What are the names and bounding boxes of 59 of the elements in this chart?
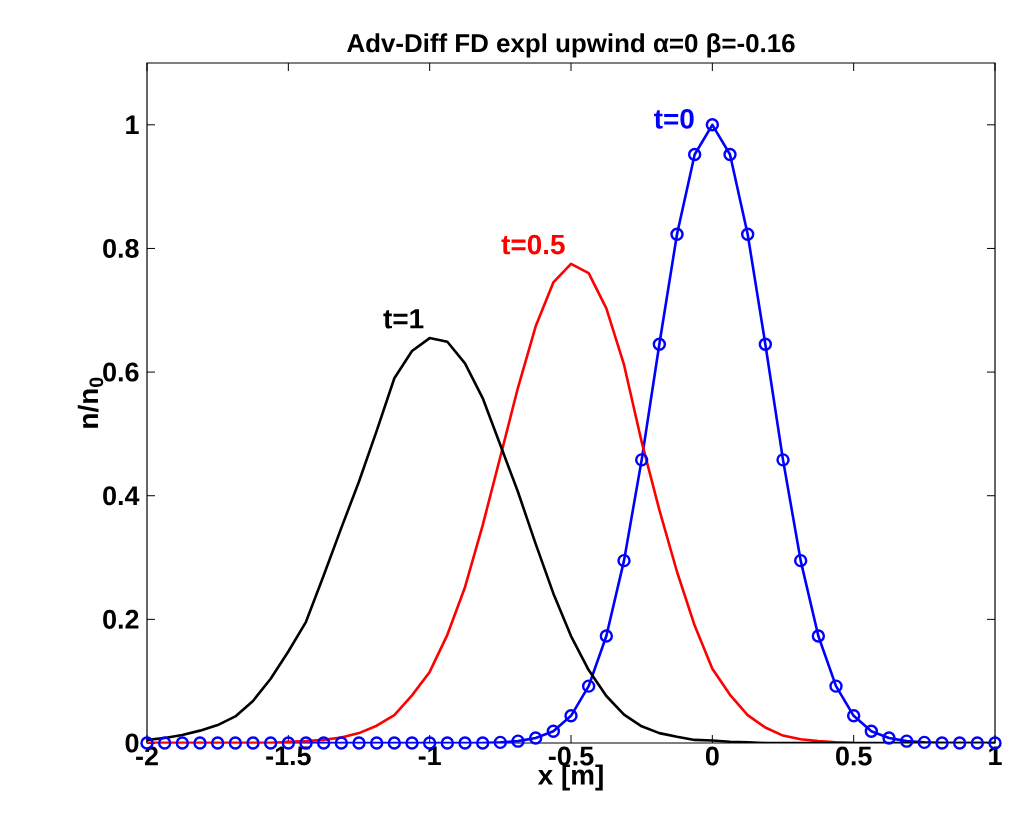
point [352,736,366,750]
point [228,736,243,750]
x-tick-label: 0 [705,746,719,766]
series-label: t=0 [654,108,694,129]
point [617,553,631,568]
point [581,679,596,693]
point [758,337,773,351]
chart-title: Adv-Diff FD expl upwind α=0 β=-0.16 [347,33,795,58]
x-axis-title: x [m] [537,764,603,791]
x-tick-label: 0.5 [836,746,872,766]
x-tick-label: -1 [418,746,441,766]
point [705,118,720,132]
y-tick-label: 0.4 [103,486,140,506]
y-tick-label: 0.6 [103,362,139,382]
x-tick-label: -1.5 [266,746,311,766]
point [793,553,808,568]
point [458,736,472,750]
point [475,736,490,750]
point [776,453,790,467]
y-tick-label: 1 [126,115,139,135]
y-tick-label: 0.8 [103,238,139,258]
series-label: t=1 [383,309,424,329]
point [864,724,879,738]
point [917,735,932,750]
point [511,734,525,748]
point [599,629,614,643]
point [175,736,190,750]
point [811,629,826,643]
point [634,453,649,467]
point [316,736,331,750]
point [723,147,737,162]
point [564,709,578,723]
point [829,679,843,693]
point [687,147,702,162]
point [193,736,207,750]
series-label: t=0.5 [501,234,565,255]
point [369,736,384,750]
y-axis-title: n/n$_{0}$ [77,377,104,428]
point [970,736,985,750]
point [882,731,896,745]
point [846,709,861,723]
point [740,227,755,241]
point [493,735,508,750]
point [528,731,543,745]
x-tick-label: -0.5 [548,746,594,766]
point [652,337,667,351]
point [440,736,455,750]
y-tick-label: 0.2 [103,609,139,629]
point [952,736,967,750]
point [899,734,914,748]
point [210,736,225,750]
point [935,736,949,750]
point [334,736,349,750]
point [157,736,172,750]
point [405,736,419,750]
point [387,736,402,750]
point [670,227,684,241]
point [546,724,561,738]
point [246,736,260,750]
